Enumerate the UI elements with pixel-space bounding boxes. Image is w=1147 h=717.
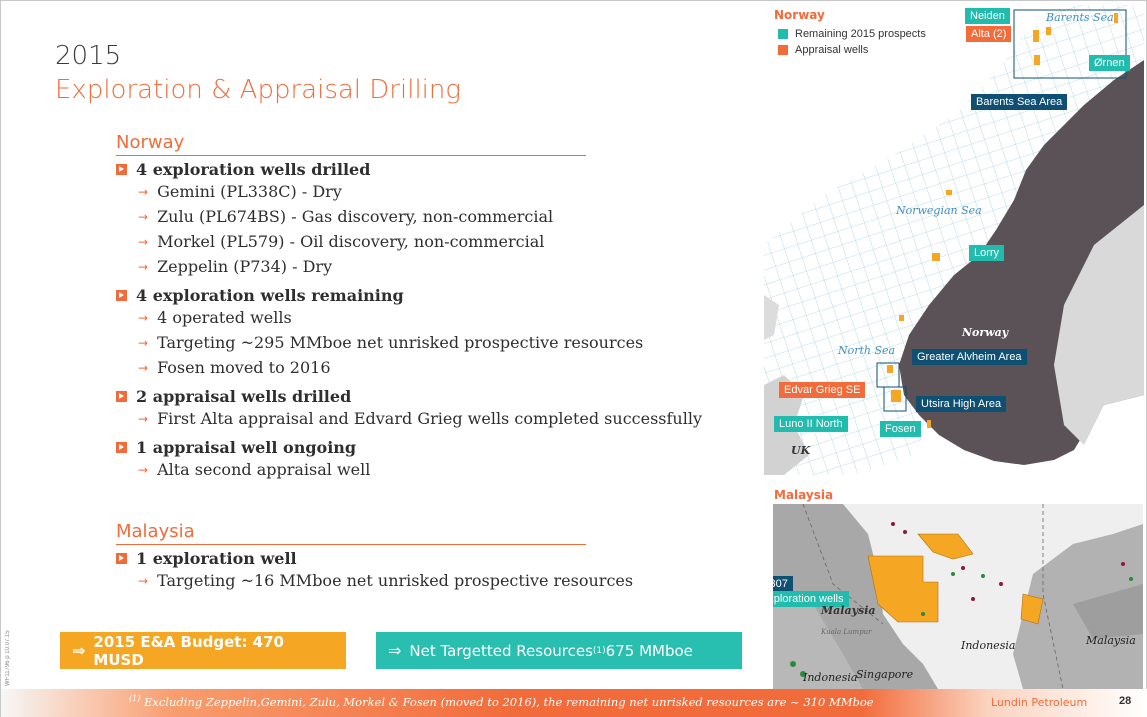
norway-label: Norway — [962, 326, 1009, 339]
malaysia-map: PM307 1 exploration wells Malaysia Kuala… — [773, 504, 1143, 689]
tag-exploration-wells: 1 exploration wells — [773, 591, 849, 607]
malaysia-section: Malaysia 1 exploration well → Targeting ~… — [116, 521, 633, 593]
slide-year: 2015 — [55, 41, 122, 71]
double-arrow-icon: ⇒ — [388, 641, 402, 660]
resources-value: 675 MMboe — [605, 641, 693, 660]
tag-fosen: Fosen — [880, 421, 921, 437]
tag-luno: Luno II North — [774, 416, 848, 432]
sub-bullet-text: 4 operated wells — [157, 308, 292, 327]
norway-heading: Norway — [116, 132, 586, 156]
sub-bullet-text: Fosen moved to 2016 — [157, 358, 331, 377]
sub-bullet-text: Targeting ~16 MMboe net unrisked prospec… — [157, 571, 634, 590]
bullet-square-icon — [116, 442, 127, 453]
footnote-marker: (1) — [129, 694, 141, 703]
tag-barents-area: Barents Sea Area — [971, 94, 1068, 110]
malaysia-heading: Malaysia — [116, 521, 586, 545]
malaysia-map-title: Malaysia — [774, 488, 834, 502]
double-arrow-icon: ⇒ — [72, 641, 86, 660]
indonesia-south-label: Indonesia — [803, 671, 858, 684]
tag-edvar-grieg: Edvar Grieg SE — [779, 382, 866, 398]
norway-section: Norway 4 exploration wells drilled → Gemi… — [116, 132, 702, 482]
legend-prospects-label: Remaining 2015 prospects — [795, 28, 926, 40]
bullet-text: 4 exploration wells drilled — [136, 160, 371, 179]
resources-highlight: ⇒ Net Targetted Resources (1) 675 MMboe — [376, 632, 742, 669]
tag-lorry: Lorry — [969, 245, 1005, 261]
arrow-icon: → — [138, 463, 149, 477]
tag-ornen: Ørnen — [1089, 55, 1130, 71]
bullet-square-icon — [116, 553, 127, 564]
sub-bullet-text: First Alta appraisal and Edvard Grieg we… — [157, 409, 702, 428]
tag-alta: Alta (2) — [966, 26, 1012, 42]
malaysia-map-graphic — [773, 504, 1143, 689]
singapore-label: Singapore — [856, 668, 914, 681]
footer-bar — [1, 689, 1147, 717]
company-name: Lundin Petroleum — [991, 696, 1088, 709]
sub-bullet-text: Morkel (PL579) - Oil discovery, non-comm… — [157, 232, 545, 251]
malaysia-west-label: Malaysia — [821, 604, 876, 617]
arrow-icon: → — [138, 412, 149, 426]
malaysia-east-label: Malaysia — [1086, 634, 1136, 647]
norwegian-sea-label: Norwegian Sea — [896, 204, 982, 217]
arrow-icon: → — [138, 336, 149, 350]
sub-bullet-text: Zulu (PL674BS) - Gas discovery, non-comm… — [157, 207, 554, 226]
bullet-text: 1 exploration well — [136, 549, 297, 568]
arrow-icon: → — [138, 311, 149, 325]
bullet-item: 4 exploration wells drilled → Gemini (PL3… — [116, 160, 702, 279]
arrow-icon: → — [138, 260, 149, 274]
uk-label: UK — [791, 444, 811, 457]
bullet-item: 1 exploration well → Targeting ~16 MMboe … — [116, 549, 633, 593]
arrow-icon: → — [138, 210, 149, 224]
bullet-square-icon — [116, 391, 127, 402]
bullet-item: 4 exploration wells remaining → 4 operate… — [116, 286, 702, 380]
footnote: (1) Excluding Zeppelin,Gemini, Zulu, Mor… — [129, 694, 874, 709]
norway-map: Norway Remaining 2015 prospects Appraisa… — [764, 5, 1144, 481]
resources-footnote-marker: (1) — [592, 645, 606, 656]
budget-text: 2015 E&A Budget: 470 MUSD — [93, 632, 284, 669]
legend-appraisal-label: Appraisal wells — [795, 44, 869, 56]
teal-swatch-icon — [778, 29, 788, 39]
norway-map-title: Norway — [774, 8, 825, 22]
indonesia-label: Indonesia — [961, 639, 1016, 652]
bullet-text: 2 appraisal wells drilled — [136, 387, 352, 406]
norway-bullets: 4 exploration wells drilled → Gemini (PL3… — [116, 160, 702, 482]
resources-text: Net Targetted Resources — [409, 641, 593, 660]
budget-highlight: ⇒ 2015 E&A Budget: 470 MUSD — [60, 632, 346, 669]
north-sea-label: North Sea — [838, 344, 896, 357]
bullet-text: 4 exploration wells remaining — [136, 286, 404, 305]
orange-swatch-icon — [778, 45, 788, 55]
bullet-square-icon — [116, 164, 127, 175]
tag-neiden: Neiden — [965, 8, 1010, 24]
bullet-square-icon — [116, 290, 127, 301]
legend-appraisal: Appraisal wells — [778, 44, 868, 56]
bullet-item: 2 appraisal wells drilled → First Alta ap… — [116, 387, 702, 431]
bullet-text: 1 appraisal well ongoing — [136, 438, 357, 457]
sub-bullet-text: Alta second appraisal well — [157, 460, 371, 479]
legend-prospects: Remaining 2015 prospects — [778, 28, 926, 40]
page-number: 28 — [1119, 695, 1132, 707]
sub-bullet-text: Zeppelin (P734) - Dry — [157, 257, 333, 276]
slide-title: Exploration & Appraisal Drilling — [55, 75, 461, 105]
arrow-icon: → — [138, 574, 149, 588]
malaysia-bullets: 1 exploration well → Targeting ~16 MMboe … — [116, 549, 633, 593]
tag-greater-alvheim: Greater Alvheim Area — [912, 349, 1027, 365]
tag-pm307: PM307 — [773, 576, 793, 592]
tag-utsira: Utsira High Area — [916, 396, 1007, 412]
kuala-lumpur-label: Kuala Lumpur — [821, 628, 872, 636]
sub-bullet-text: Targeting ~295 MMboe net unrisked prospe… — [157, 333, 644, 352]
arrow-icon: → — [138, 361, 149, 375]
bullet-item: 1 appraisal well ongoing → Alta second ap… — [116, 438, 702, 482]
document-code: WF11796 p 10.07.15 — [5, 630, 11, 686]
arrow-icon: → — [138, 185, 149, 199]
barents-sea-label: Barents Sea — [1046, 11, 1114, 24]
sub-bullet-text: Gemini (PL338C) - Dry — [157, 182, 342, 201]
arrow-icon: → — [138, 235, 149, 249]
footnote-text: Excluding Zeppelin,Gemini, Zulu, Morkel … — [140, 694, 874, 709]
